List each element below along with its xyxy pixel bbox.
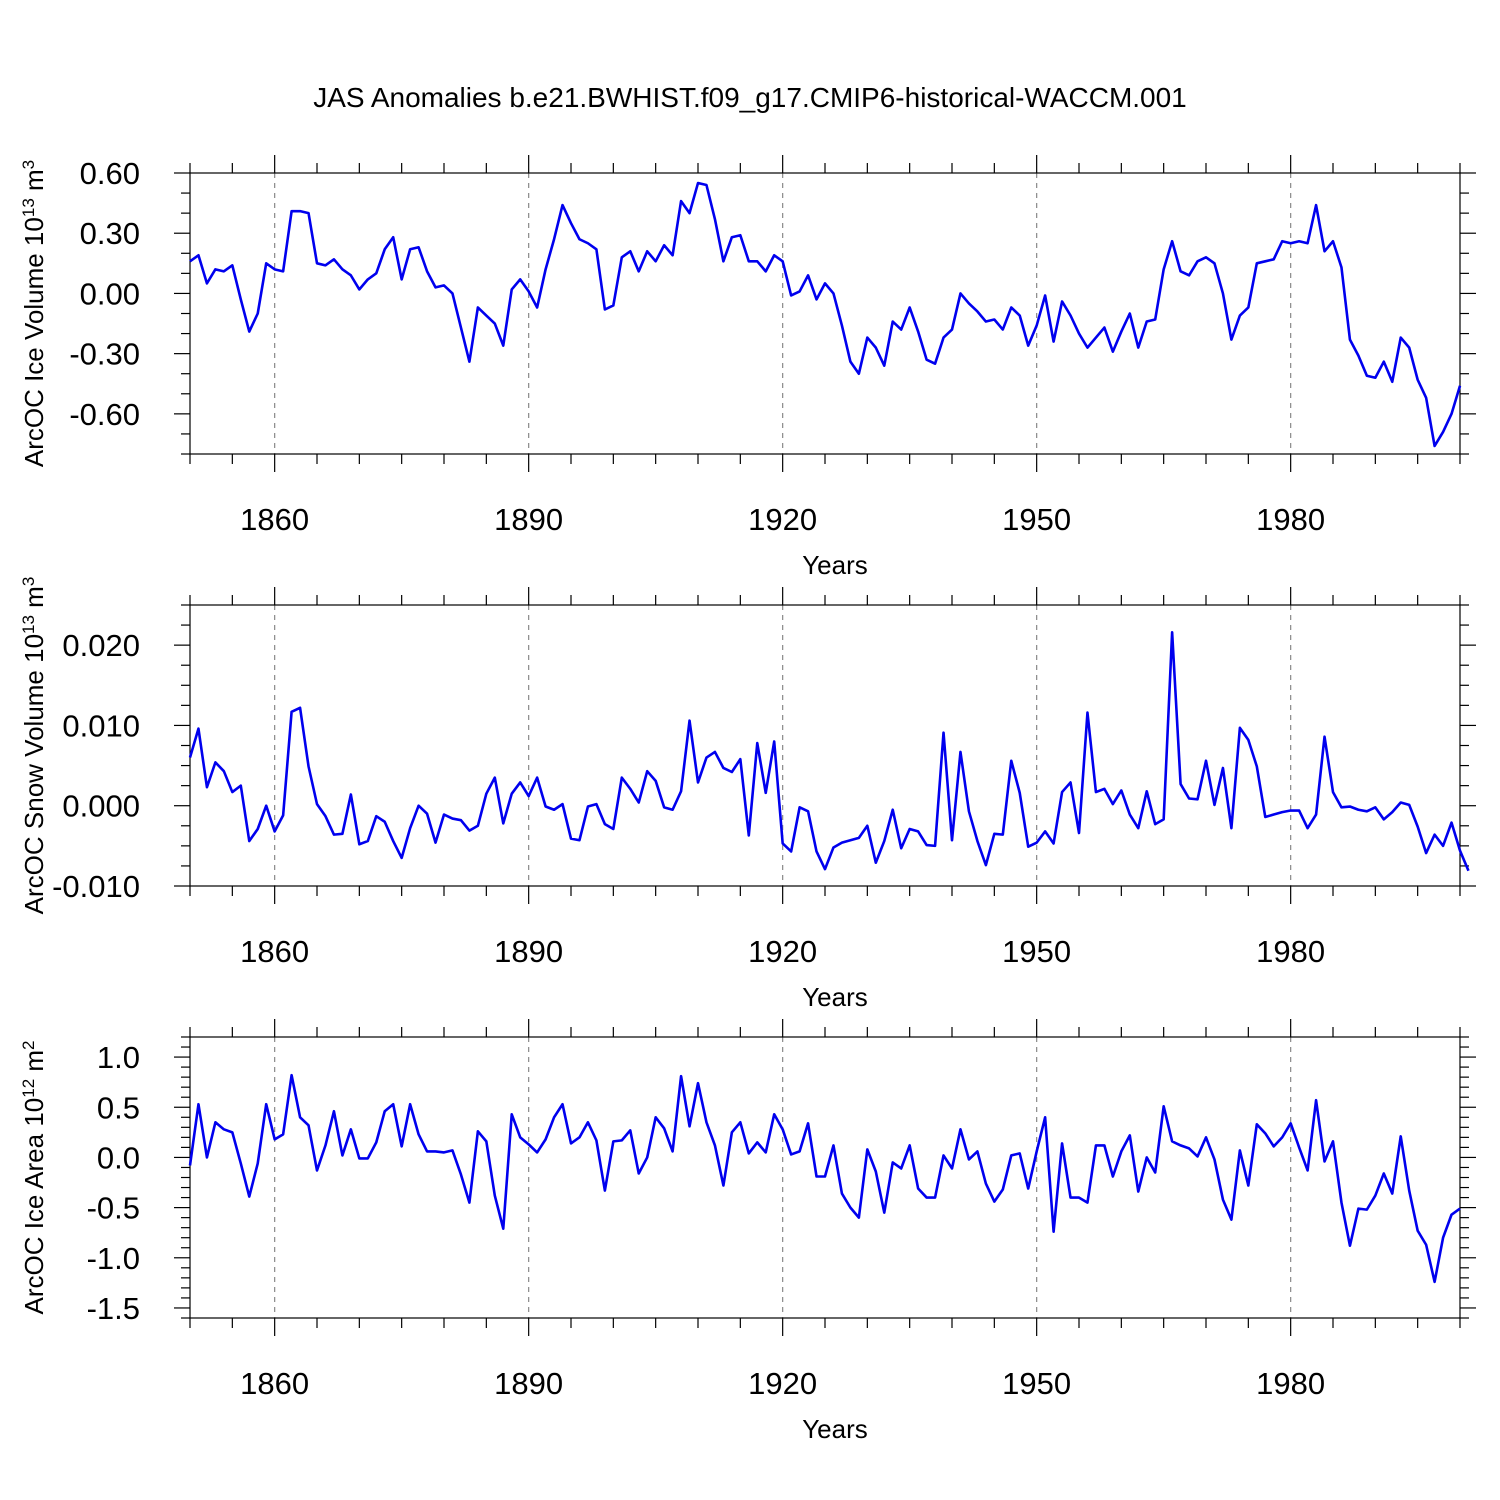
x-tick-label: 1950	[1002, 1366, 1071, 1401]
x-tick-label: 1860	[240, 1366, 309, 1401]
y-axis-label-main: ArcOC Ice Area 10	[19, 1098, 49, 1315]
y-tick-label: 0.000	[62, 789, 140, 824]
x-tick-label: 1890	[494, 934, 563, 969]
x-tick-label: 1950	[1002, 934, 1071, 969]
x-tick-label: 1950	[1002, 502, 1071, 537]
y-axis-label: ArcOC Ice Volume 1013 m3	[19, 160, 50, 467]
y-tick-label: 0.010	[62, 708, 140, 743]
y-tick-label: -0.010	[52, 869, 140, 904]
y-axis-label-unit-exponent: 3	[19, 577, 38, 586]
panels-group: 1860 1890 1920 1950 1980 0.60 0.30 0.00 -0.30 -0.…	[19, 155, 1476, 1444]
y-tick-label: -0.30	[69, 337, 140, 372]
x-tick-label: 1860	[240, 502, 309, 537]
y-axis-label-exponent: 13	[19, 615, 38, 634]
y-axis-label-main: ArcOC Ice Volume 10	[19, 217, 49, 467]
y-axis-label-main: ArcOC Snow Volume 10	[19, 634, 49, 914]
series-line-ice-volume	[189, 181, 1462, 448]
x-tick-label: 1860	[240, 934, 309, 969]
x-tick-label: 1980	[1256, 1366, 1325, 1401]
y-tick-label: -0.60	[69, 397, 140, 432]
x-axis-label: Years	[802, 1414, 868, 1444]
x-axis-label: Years	[802, 550, 868, 580]
x-tick-label: 1890	[494, 1366, 563, 1401]
y-axis-label-unit-exponent: 2	[19, 1040, 38, 1049]
panel-snow-volume: 1860 1890 1920 1950 1980 0.020 0.010 0.000 -0.01…	[19, 577, 1476, 1012]
x-tick-label: 1920	[748, 934, 817, 969]
chart-title: JAS Anomalies b.e21.BWHIST.f09_g17.CMIP6…	[313, 82, 1187, 113]
plot-frame	[189, 172, 1461, 455]
x-tick-label: 1980	[1256, 502, 1325, 537]
y-tick-label: 0.00	[80, 276, 140, 311]
y-tick-label: 0.60	[80, 156, 140, 191]
y-axis-label-exponent: 13	[19, 198, 38, 217]
y-tick-label: 0.30	[80, 216, 140, 251]
series-line-snow-volume	[188, 630, 1470, 872]
y-tick-label: 0.5	[97, 1090, 140, 1125]
x-tick-label: 1980	[1256, 934, 1325, 969]
x-axis-label: Years	[802, 982, 868, 1012]
panel-ice-area: 1860 1890 1920 1950 1980 1.0 0.5 0.0 -0.5 -1.0 -1.…	[19, 1019, 1476, 1444]
y-axis-label-unit: m	[19, 1050, 49, 1079]
y-tick-label: -1.5	[87, 1291, 140, 1326]
y-axis-label: ArcOC Snow Volume 1013 m3	[19, 577, 50, 915]
y-tick-label: 0.020	[62, 628, 140, 663]
y-tick-label: 1.0	[97, 1040, 140, 1075]
y-tick-label: -1.0	[87, 1241, 140, 1276]
y-axis-label-exponent: 12	[19, 1079, 38, 1098]
series-line-ice-area	[188, 1073, 1461, 1284]
y-axis-label-unit-exponent: 3	[19, 160, 38, 169]
panel-ice-volume: 1860 1890 1920 1950 1980 0.60 0.30 0.00 -0.30 -0.…	[19, 155, 1476, 580]
y-axis-label-unit: m	[19, 169, 49, 198]
x-tick-label: 1920	[748, 502, 817, 537]
x-tick-label: 1920	[748, 1366, 817, 1401]
y-axis-label: ArcOC Ice Area 1012 m2	[19, 1040, 50, 1314]
y-tick-label: -0.5	[87, 1191, 140, 1226]
y-axis-label-unit: m	[19, 586, 49, 615]
y-tick-label: 0.0	[97, 1140, 140, 1175]
plot-frame	[189, 604, 1461, 887]
x-tick-label: 1890	[494, 502, 563, 537]
